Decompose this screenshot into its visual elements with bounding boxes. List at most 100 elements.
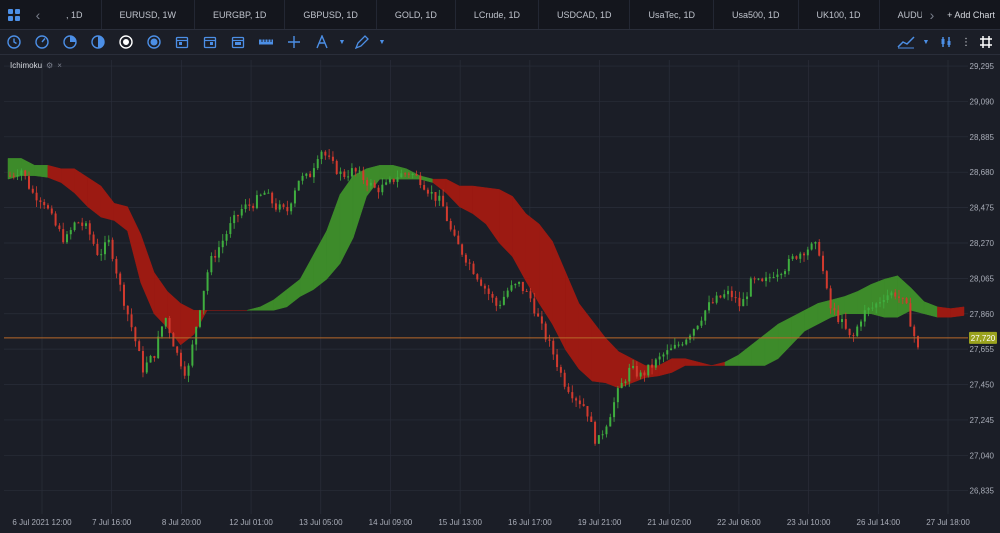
chart-tab[interactable]: , 1D	[48, 0, 102, 29]
candle-body	[172, 333, 175, 347]
candle-body	[50, 208, 53, 214]
candle-body	[875, 303, 878, 308]
y-axis-tick-label: 28,475	[970, 204, 995, 213]
crosshair-button[interactable]	[280, 30, 308, 55]
candle-body	[635, 365, 638, 377]
candle-body	[616, 388, 619, 403]
candle-body	[134, 327, 137, 342]
candle-body	[392, 178, 395, 182]
candle-body	[673, 344, 676, 349]
candle-body	[138, 341, 141, 352]
chart-tab[interactable]: GOLD, 1D	[377, 0, 456, 29]
y-axis-tick-label: 27,450	[970, 381, 995, 390]
calendar-m-button[interactable]	[224, 30, 252, 55]
candle-body	[651, 364, 654, 368]
layout-grid-button[interactable]	[0, 0, 28, 29]
draw-tool-button[interactable]	[348, 30, 376, 55]
tabs-scroll-left-button[interactable]: ‹	[28, 0, 48, 29]
candle-body	[126, 305, 129, 315]
trend-line-dropdown[interactable]: ▼	[920, 30, 932, 55]
ichimoku-cloud-segment	[379, 165, 394, 180]
candle-body	[898, 296, 901, 298]
y-axis-tick-label: 28,065	[970, 274, 995, 283]
ruler-button[interactable]	[252, 30, 280, 55]
y-axis-tick-label: 27,655	[970, 345, 995, 354]
compare-button[interactable]	[932, 30, 960, 55]
timeframe-button[interactable]	[0, 30, 28, 55]
price-chart[interactable]: 29,295 29,090 28,885 28,680 28,475 28,270 28,0…	[0, 56, 1000, 533]
tabs-scroll-right-button[interactable]: ›	[922, 0, 942, 29]
candle-body	[487, 288, 490, 294]
candle-body	[168, 318, 171, 334]
candle-body	[39, 200, 42, 202]
target-icon	[119, 35, 133, 49]
candle-body	[719, 295, 722, 298]
indicator-name: Ichimoku	[10, 61, 43, 70]
candle-body	[103, 242, 106, 255]
candle-body	[468, 262, 471, 264]
candle-body	[426, 189, 429, 194]
chart-tab[interactable]: Usa500, 1D	[714, 0, 799, 29]
candle-body	[734, 297, 737, 299]
candle-body	[578, 400, 581, 405]
candle-body	[784, 271, 787, 275]
text-tool-dropdown[interactable]: ▼	[336, 30, 348, 55]
theme-button[interactable]	[84, 30, 112, 55]
candle-body	[727, 290, 730, 295]
chart-area[interactable]: 29,295 29,090 28,885 28,680 28,475 28,270 28,0…	[0, 56, 1000, 533]
candle-body	[141, 351, 144, 373]
indicator-settings-icon[interactable]: ⚙	[46, 61, 54, 70]
chart-tab[interactable]: UsaTec, 1D	[630, 0, 714, 29]
chart-tab-bar: ‹ , 1D EURUSD, 1W EURGBP, 1D GBPUSD, 1D GOLD…	[0, 0, 1000, 30]
gauge-icon	[35, 35, 49, 49]
indicators-button[interactable]	[56, 30, 84, 55]
indicator-close-icon[interactable]: ×	[57, 61, 62, 70]
more-options-button[interactable]: ⋮	[960, 30, 972, 55]
candle-body	[115, 258, 118, 274]
trend-line-button[interactable]	[892, 30, 920, 55]
x-axis-tick-label: 22 Jul 06:00	[717, 518, 761, 527]
record-button[interactable]	[140, 30, 168, 55]
candle-body	[483, 285, 486, 289]
x-axis-tick-label: 23 Jul 10:00	[787, 518, 831, 527]
chart-tab[interactable]: EURUSD, 1W	[102, 0, 196, 29]
candle-body	[282, 204, 285, 207]
candle-body	[628, 367, 631, 382]
crosshair-mode-button[interactable]	[112, 30, 140, 55]
y-axis-tick-label: 29,090	[970, 97, 995, 106]
pie-icon	[63, 35, 77, 49]
text-tool-button[interactable]	[308, 30, 336, 55]
candle-body	[768, 277, 771, 279]
chart-tab[interactable]: GBPUSD, 1D	[285, 0, 377, 29]
candle-body	[217, 247, 220, 258]
chart-tab[interactable]: USDCAD, 1D	[539, 0, 631, 29]
candle-body	[837, 310, 840, 322]
chart-tab[interactable]: LCrude, 1D	[456, 0, 539, 29]
candle-body	[149, 355, 152, 363]
x-axis-tick-label: 8 Jul 20:00	[162, 518, 202, 527]
ichimoku-cloud-segment	[937, 306, 951, 318]
chart-tab[interactable]: AUDUSD, 1D	[880, 0, 922, 29]
chart-tab[interactable]: EURGBP, 1D	[195, 0, 286, 29]
draw-tool-dropdown[interactable]: ▼	[376, 30, 388, 55]
candle-body	[119, 273, 122, 285]
calendar-w-button[interactable]	[196, 30, 224, 55]
caret-down-icon: ▼	[922, 38, 930, 46]
chart-type-button[interactable]	[28, 30, 56, 55]
x-axis-tick-label: 27 Jul 18:00	[926, 518, 970, 527]
grid-lines-button[interactable]	[972, 30, 1000, 55]
candle-body	[852, 335, 855, 337]
candle-body	[696, 325, 699, 330]
candle-body	[31, 188, 34, 193]
add-chart-button[interactable]: + Add Chart	[947, 9, 995, 20]
calendar-d-button[interactable]	[168, 30, 196, 55]
candle-body	[901, 297, 904, 299]
candle-body	[240, 208, 243, 216]
candle-body	[905, 298, 908, 304]
candle-body	[331, 156, 334, 161]
y-axis-tick-label: 27,860	[970, 310, 995, 319]
candle-body	[187, 365, 190, 376]
candle-body	[362, 170, 365, 181]
candle-body	[540, 316, 543, 324]
chart-tab[interactable]: UK100, 1D	[799, 0, 880, 29]
